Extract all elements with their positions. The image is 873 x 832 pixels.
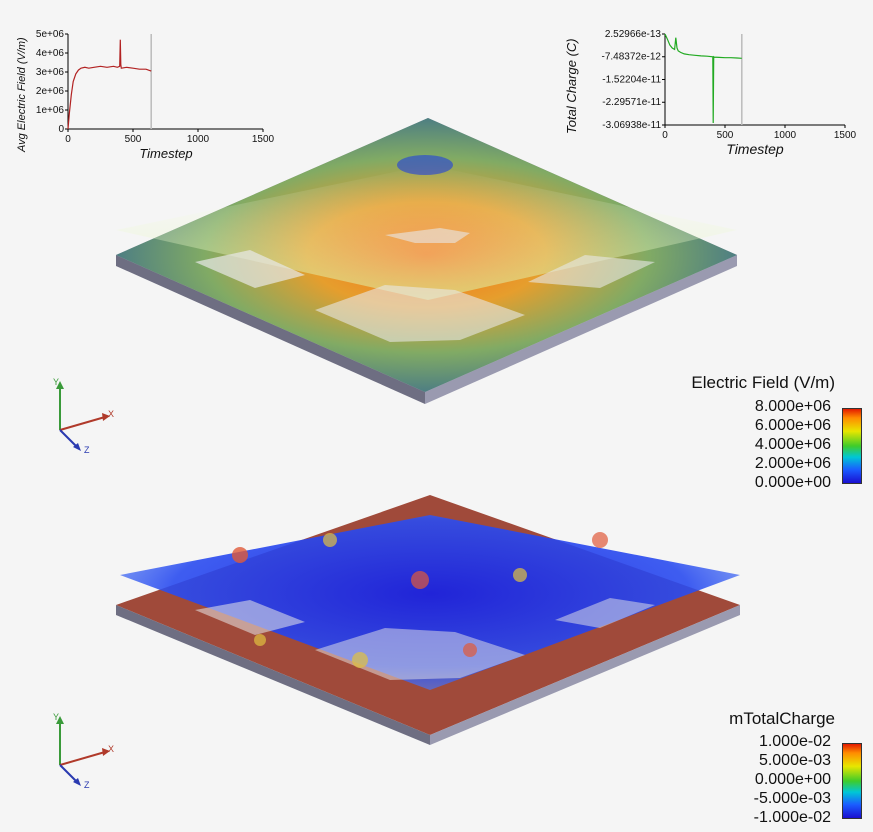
charge-colorbar bbox=[842, 743, 862, 819]
plot2-ylabel: Total Charge (C) bbox=[564, 38, 579, 134]
charge-legend-title: mTotalCharge bbox=[729, 709, 835, 728]
axis-y-label: Y bbox=[53, 377, 59, 387]
plot1-y-tick-label: 2e+06 bbox=[36, 86, 65, 97]
plot2-y-tick-label: -2.29571e-11 bbox=[602, 97, 661, 108]
field-legend-label: 2.000e+06 bbox=[754, 455, 831, 472]
plot2-x-tick-label: 0 bbox=[662, 130, 668, 141]
plot2-series-line bbox=[664, 33, 742, 124]
plot1-y-tick-label: 0 bbox=[58, 124, 64, 135]
axis-y-label: Y bbox=[53, 712, 59, 722]
plot2-x-tick-label: 500 bbox=[717, 130, 734, 141]
plot1-x-tick-label: 0 bbox=[65, 134, 71, 145]
plot1-x-tick-label: 1500 bbox=[252, 134, 275, 145]
axis-x-label: X bbox=[108, 744, 114, 754]
plot1-y-tick-label: 3e+06 bbox=[36, 67, 65, 78]
plot1-y-tick-label: 4e+06 bbox=[36, 48, 65, 59]
field-slab bbox=[116, 118, 737, 404]
plot1-x-tick-label: 1000 bbox=[187, 134, 210, 145]
total-charge-plot: Total Charge (C) Timestep 0 500 1000 1500 2.… bbox=[564, 29, 857, 157]
field-legend-label: 0.000e+00 bbox=[754, 474, 831, 491]
charge-legend-label: 5.000e-03 bbox=[758, 752, 831, 769]
plot1-x-tick-label: 500 bbox=[125, 134, 142, 145]
plot2-x-tick-label: 1500 bbox=[834, 130, 857, 141]
field-legend-label: 6.000e+06 bbox=[754, 417, 831, 434]
axes-triad-top: Y X Z bbox=[53, 377, 114, 455]
charge-legend-label: 1.000e-02 bbox=[758, 733, 831, 750]
plot1-ylabel: Avg Electric Field (V/m) bbox=[16, 37, 28, 153]
plot2-y-tick-label: -3.06938e-11 bbox=[602, 120, 661, 131]
plot1-y-tick-label: 1e+06 bbox=[36, 105, 65, 116]
plot2-y-tick-label: 2.52966e-13 bbox=[605, 29, 662, 40]
plot2-y-tick-label: -1.52204e-11 bbox=[602, 74, 661, 85]
plot2-xlabel: Timestep bbox=[726, 141, 784, 157]
axis-z-label: Z bbox=[84, 780, 90, 790]
axis-z-label: Z bbox=[84, 445, 90, 455]
charge-slab bbox=[116, 495, 740, 745]
plot1-y-tick-label: 5e+06 bbox=[36, 29, 65, 40]
avg-electric-field-plot: Avg Electric Field (V/m) Timestep 0 500 10… bbox=[16, 29, 275, 161]
plot2-y-tick-label: -7.48372e-12 bbox=[602, 52, 662, 63]
plot1-xlabel: Timestep bbox=[139, 146, 192, 161]
charge-legend-label: 0.000e+00 bbox=[754, 771, 831, 788]
charge-legend-label: -1.000e-02 bbox=[753, 809, 831, 826]
charge-legend-label: -5.000e-03 bbox=[753, 790, 831, 807]
axis-x-label: X bbox=[108, 409, 114, 419]
field-legend-title: Electric Field (V/m) bbox=[691, 373, 835, 392]
axes-triad-bottom: Y X Z bbox=[53, 712, 114, 790]
plot1-series-line bbox=[67, 39, 152, 130]
field-legend-label: 8.000e+06 bbox=[754, 398, 831, 415]
plot2-x-tick-label: 1000 bbox=[774, 130, 797, 141]
field-legend-label: 4.000e+06 bbox=[754, 436, 831, 453]
field-colorbar bbox=[842, 408, 862, 484]
